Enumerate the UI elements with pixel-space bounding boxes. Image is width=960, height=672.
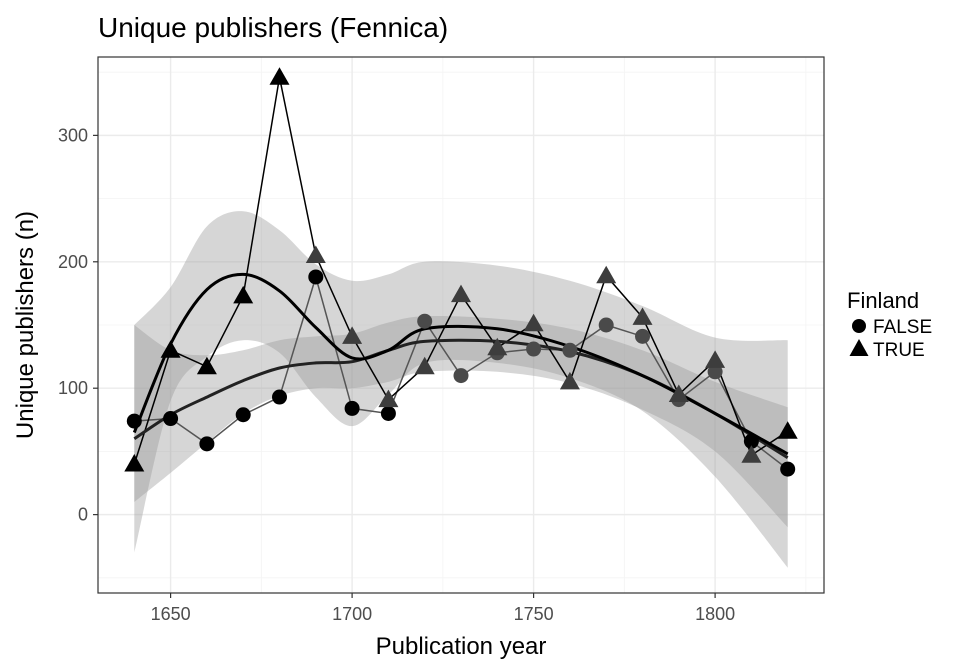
legend-triangle-icon — [849, 339, 869, 356]
point-true — [596, 265, 617, 284]
point-true — [233, 285, 254, 304]
x-axis: 1650 1700 1750 1800 — [151, 593, 735, 624]
point-true — [269, 67, 290, 85]
point-false — [562, 342, 578, 358]
y-axis-title: Unique publishers (n) — [12, 211, 39, 439]
y-tick-label: 0 — [78, 505, 88, 525]
plot-panel — [97, 56, 825, 594]
point-true — [342, 326, 363, 344]
legend-label-false: FALSE — [873, 317, 932, 338]
point-true — [777, 421, 798, 439]
point-false — [417, 313, 433, 329]
point-true — [523, 313, 544, 332]
point-false — [272, 389, 287, 405]
legend: Finland FALSE TRUE — [847, 288, 932, 361]
confidence-band-true — [134, 211, 788, 568]
point-false — [743, 433, 759, 449]
y-tick-label: 200 — [58, 252, 88, 272]
point-true — [705, 350, 726, 368]
data-points — [124, 67, 798, 477]
point-true — [487, 337, 508, 356]
grid-minor — [98, 57, 824, 593]
point-false — [199, 436, 215, 452]
point-true — [305, 245, 326, 263]
legend-circle-icon — [852, 319, 866, 333]
legend-title: Finland — [847, 288, 919, 313]
point-true — [741, 445, 762, 463]
point-true — [668, 384, 689, 403]
y-tick-label: 300 — [58, 125, 88, 145]
point-false — [635, 328, 650, 344]
point-false — [380, 405, 396, 421]
point-false — [308, 269, 324, 285]
x-tick-label: 1800 — [695, 604, 735, 624]
x-tick-label: 1650 — [151, 604, 191, 624]
point-false — [780, 461, 796, 477]
point-true — [632, 307, 653, 325]
point-true — [414, 356, 435, 375]
x-tick-label: 1700 — [332, 604, 372, 624]
x-axis-title: Publication year — [376, 633, 547, 660]
point-false — [526, 341, 542, 357]
point-true — [160, 340, 181, 358]
smooth-line-true — [132, 272, 789, 456]
x-tick-label: 1750 — [514, 604, 554, 624]
y-axis: 0 100 200 300 — [58, 125, 98, 525]
panel-border — [97, 56, 825, 594]
y-tick-label: 100 — [58, 378, 88, 398]
point-true — [196, 356, 217, 375]
point-false — [598, 317, 614, 333]
legend-label-true: TRUE — [873, 340, 925, 361]
chart-title: Unique publishers (Fennica) — [98, 12, 448, 43]
point-false — [235, 407, 251, 423]
point-false — [344, 400, 360, 416]
smooth-lines — [132, 272, 789, 459]
point-false — [126, 413, 142, 429]
grid-major — [98, 57, 824, 593]
point-false — [163, 411, 179, 427]
point-true — [451, 284, 471, 303]
point-true — [124, 454, 145, 472]
point-false — [707, 364, 723, 380]
point-true — [378, 389, 399, 408]
point-false — [453, 368, 469, 384]
point-true — [559, 371, 580, 390]
